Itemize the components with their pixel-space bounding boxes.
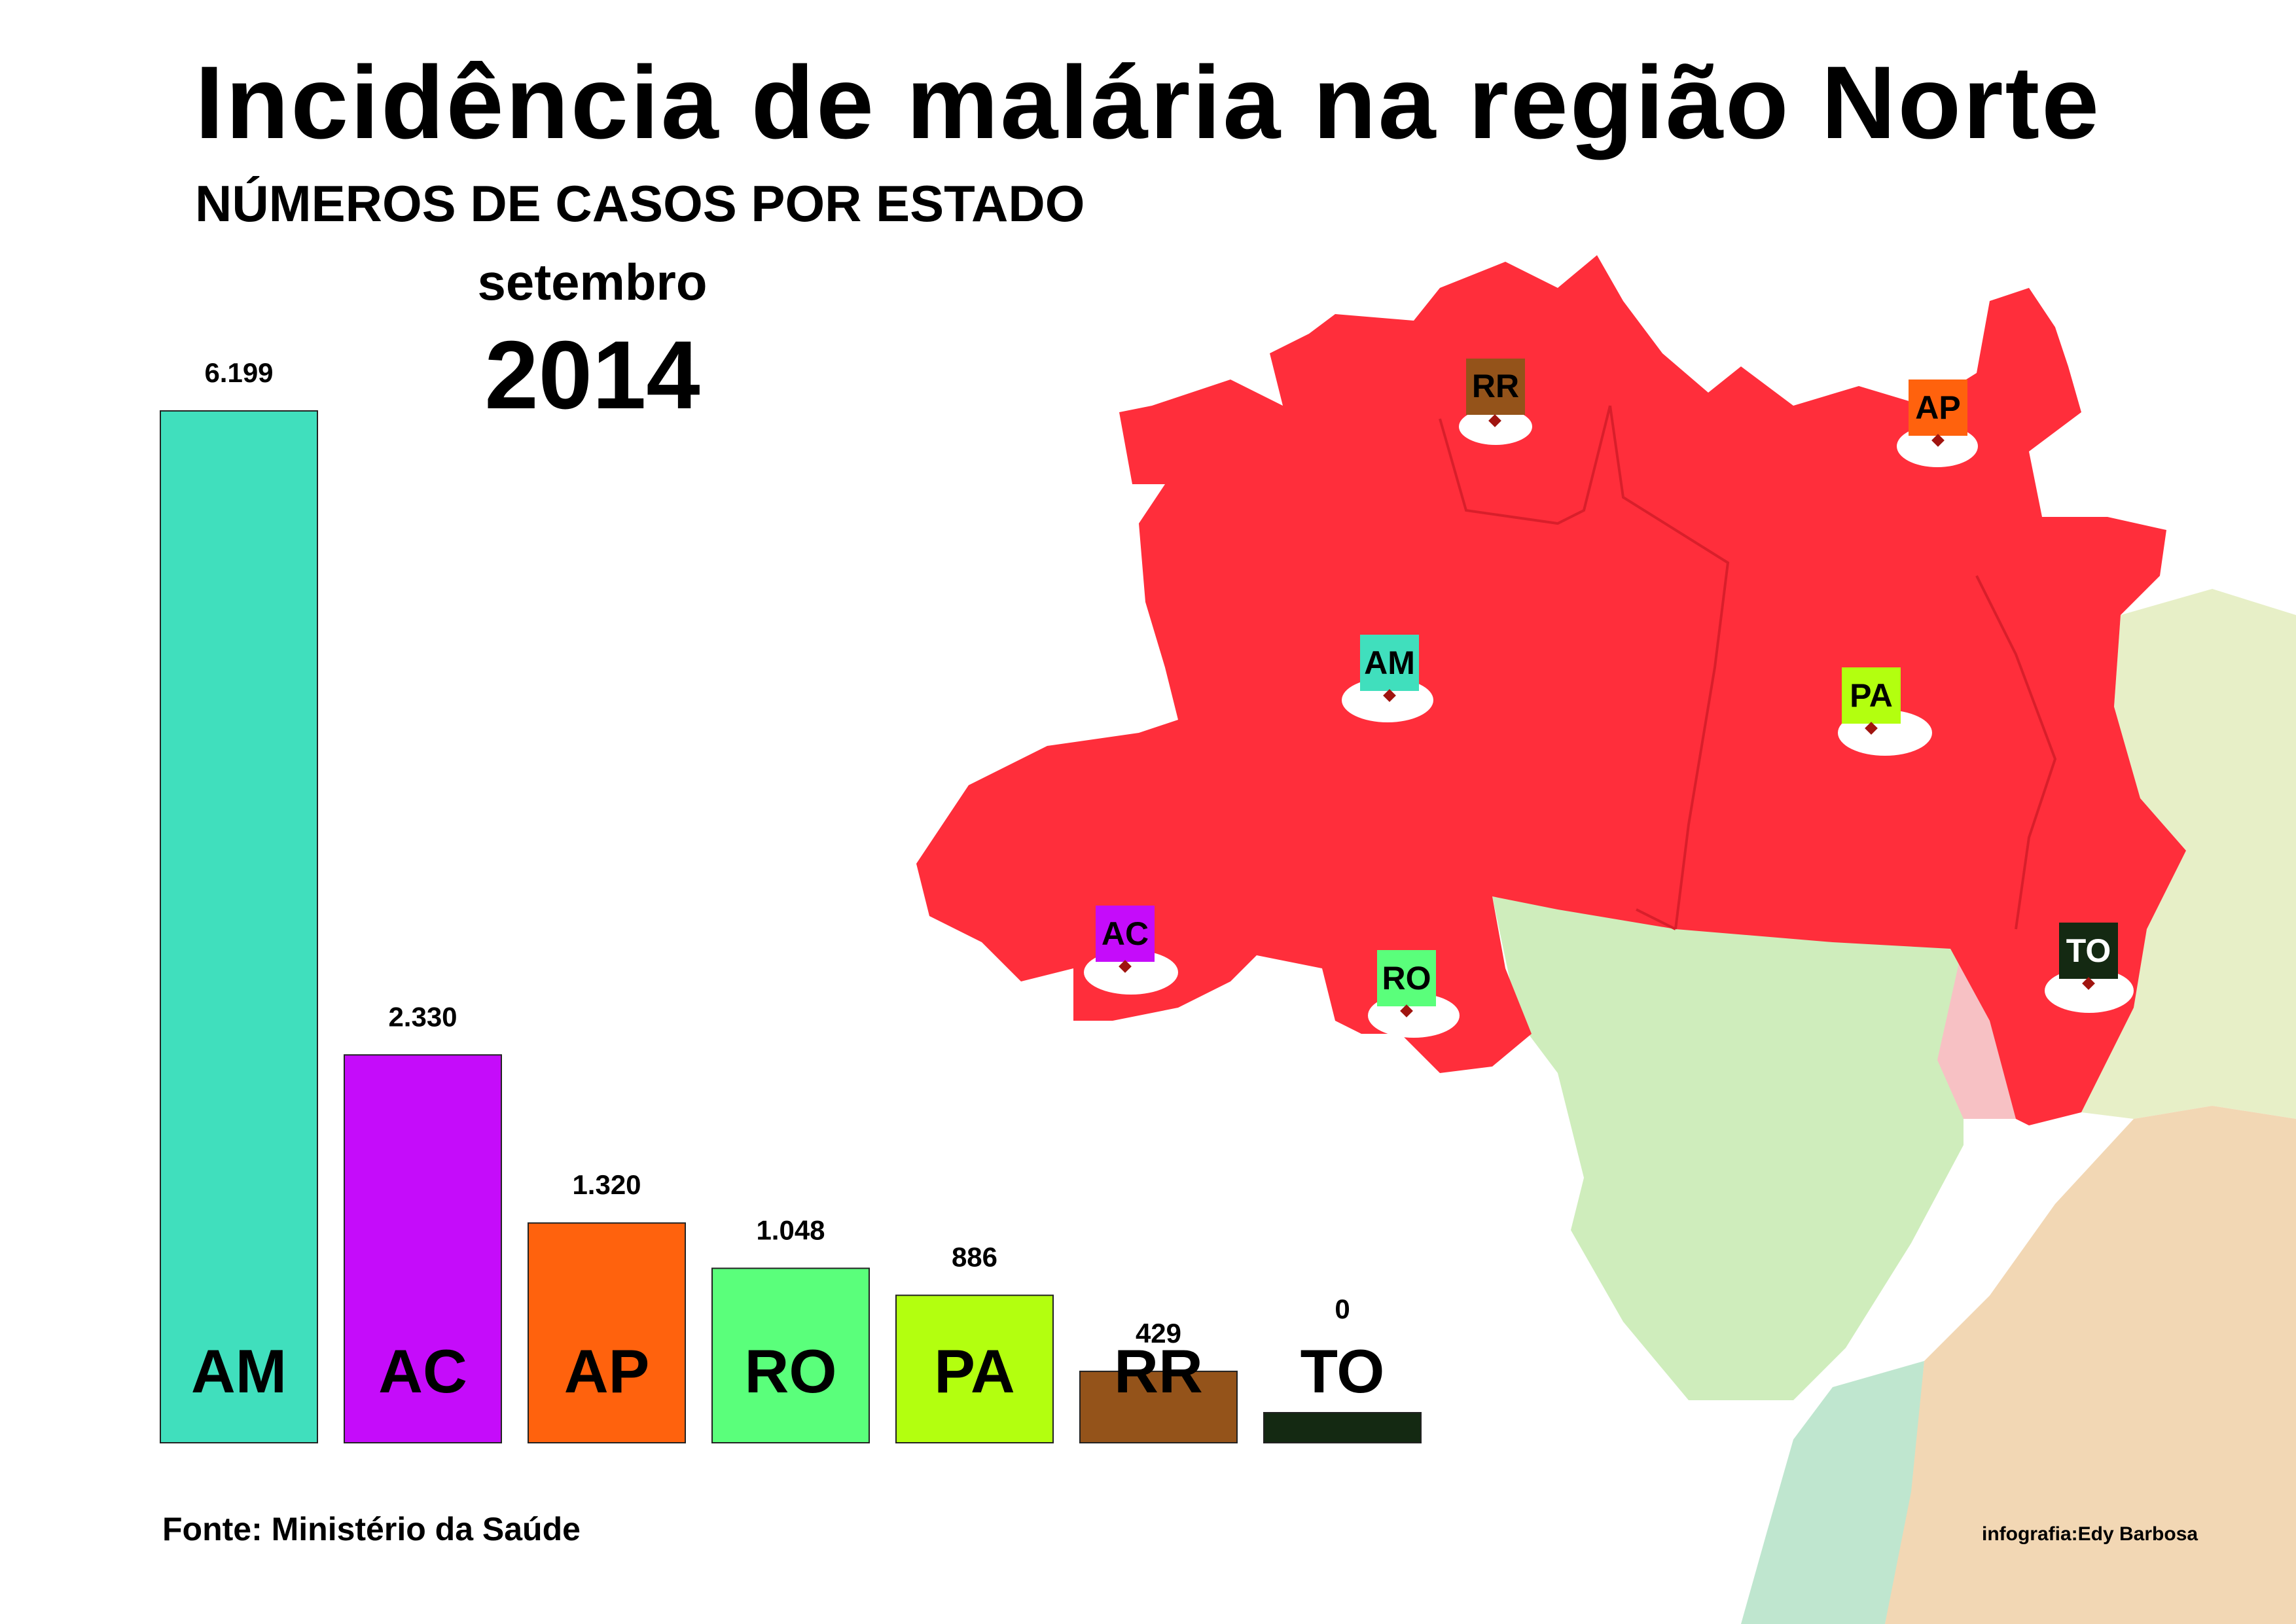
state-borders — [1439, 405, 2057, 930]
category-label-rr: RR — [1114, 1337, 1203, 1405]
marker-ro: RO — [1368, 950, 1460, 1038]
map-label-pa: PA — [1850, 677, 1893, 714]
value-label-ac: 2.330 — [388, 1001, 457, 1032]
marker-rr: RR — [1459, 359, 1532, 445]
center-west-region — [1492, 896, 1964, 1400]
map-label-ro: RO — [1382, 960, 1431, 997]
category-label-to: TO — [1300, 1337, 1385, 1405]
map-label-am: AM — [1364, 644, 1415, 681]
category-label-ro: RO — [745, 1337, 837, 1405]
map-label-rr: RR — [1472, 368, 1519, 404]
north-region-map: RR AP AM PA AC — [916, 255, 2296, 1624]
category-label-pa: PA — [934, 1337, 1015, 1405]
bar-am — [160, 410, 318, 1443]
value-label-rr: 429 — [1136, 1318, 1181, 1349]
period-month: setembro — [477, 253, 708, 311]
marker-am: AM — [1342, 635, 1433, 722]
marker-ac: AC — [1084, 906, 1178, 995]
source-note: Fonte: Ministério da Saúde — [162, 1511, 581, 1547]
north-region-shape — [916, 255, 2186, 1125]
southeast-region — [1885, 1106, 2296, 1624]
state-markers: RR AP AM PA AC — [1084, 359, 2134, 1038]
bar-ap — [528, 1222, 686, 1444]
marker-to: TO — [2045, 923, 2134, 1013]
map-label-ac: AC — [1102, 915, 1149, 952]
northeast-region — [2081, 589, 2296, 1119]
bar-ac — [344, 1054, 502, 1443]
bar-rr — [1079, 1370, 1238, 1443]
value-label-ro: 1.048 — [756, 1214, 825, 1245]
value-label-ap: 1.320 — [572, 1169, 641, 1200]
marker-ap: AP — [1897, 380, 1978, 467]
map-label-ap: AP — [1915, 389, 1960, 426]
marker-pa: PA — [1838, 667, 1932, 756]
category-label-ap: AP — [564, 1337, 650, 1405]
bar-to — [1263, 1412, 1422, 1443]
south-region — [1741, 1361, 1924, 1624]
value-label-pa: 886 — [952, 1242, 997, 1273]
bar-pa — [895, 1294, 1054, 1443]
category-label-ac: AC — [378, 1337, 467, 1405]
bar-ro — [711, 1267, 870, 1444]
map-label-to: TO — [2066, 932, 2111, 969]
value-label-to: 0 — [1335, 1294, 1350, 1324]
chart-subtitle: NÚMEROS DE CASOS POR ESTADO — [195, 175, 1085, 232]
category-label-am: AM — [191, 1337, 287, 1405]
chart-title: Incidência de malária na região Norte — [194, 45, 2102, 160]
period-year: 2014 — [484, 321, 700, 429]
value-label-am: 6.199 — [204, 357, 273, 388]
credit-note: infografia:Edy Barbosa — [1982, 1523, 2198, 1545]
